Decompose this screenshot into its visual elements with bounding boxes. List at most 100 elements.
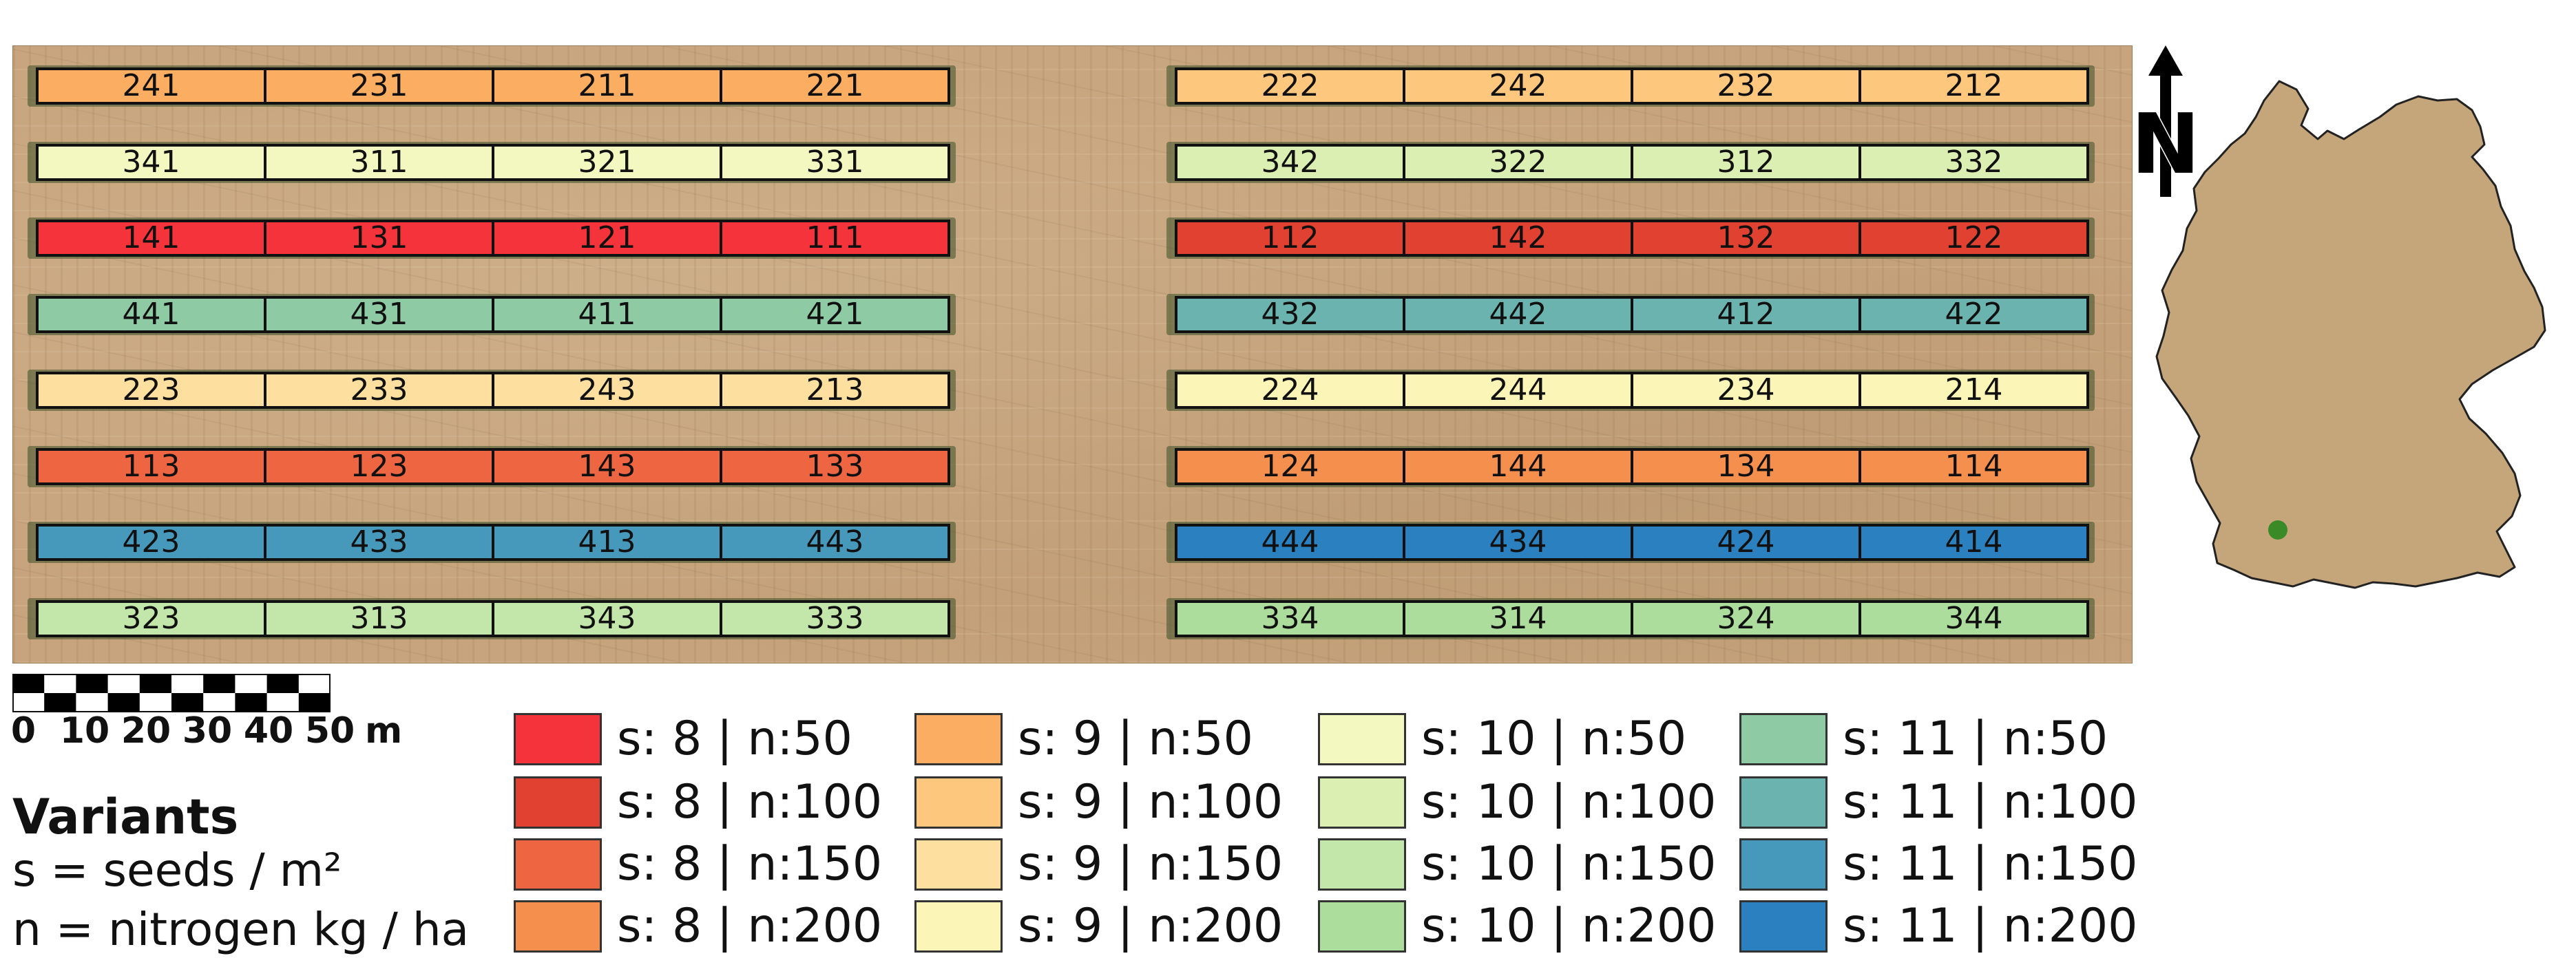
legend-swatch [1318, 900, 1406, 953]
legend-swatch [1318, 713, 1406, 765]
legend-swatch [1739, 900, 1828, 953]
plot-233: 233 [264, 372, 494, 409]
legend-label: s: 9 | n:150 [1018, 837, 1284, 891]
plot-334: 334 [1175, 599, 1405, 637]
legend-label: s: 10 | n:150 [1421, 837, 1717, 891]
plot-134: 134 [1631, 447, 1861, 485]
plot-112: 112 [1175, 220, 1405, 257]
legend-swatch [514, 776, 602, 829]
legend-swatch [914, 838, 1003, 891]
legend-label: s: 9 | n:100 [1018, 775, 1284, 829]
plot-313: 313 [264, 599, 494, 637]
plot-414: 414 [1858, 524, 2089, 561]
legend-swatch [514, 713, 602, 765]
plot-214: 214 [1858, 372, 2089, 409]
scale-bar-segment [44, 693, 76, 712]
scale-bar-tick-label: 10 [59, 710, 110, 752]
variants-title: Variants [12, 789, 239, 845]
plot-434: 434 [1403, 524, 1633, 561]
legend-swatch [1739, 838, 1828, 891]
plot-143: 143 [492, 447, 722, 485]
north-arrow-icon: N [2130, 45, 2201, 197]
plot-141: 141 [36, 220, 266, 257]
variants-nitrogen-definition: n = nitrogen kg / ha [12, 903, 470, 956]
plot-442: 442 [1403, 295, 1633, 333]
plot-243: 243 [492, 372, 722, 409]
plot-241: 241 [36, 67, 266, 105]
plot-332: 332 [1858, 143, 2089, 181]
north-label: N [2131, 97, 2200, 193]
scale-bar-segment [235, 693, 267, 712]
variants-seeds-definition: s = seeds / m² [12, 844, 342, 897]
plot-232: 232 [1631, 67, 1861, 105]
plot-312: 312 [1631, 143, 1861, 181]
plot-411: 411 [492, 295, 722, 333]
legend-swatch [514, 838, 602, 891]
plot-123: 123 [264, 447, 494, 485]
legend-swatch [914, 713, 1003, 765]
plot-341: 341 [36, 143, 266, 181]
plot-132: 132 [1631, 220, 1861, 257]
germany-locator-map [2155, 80, 2546, 589]
scale-bar-tick-label: 30 [182, 710, 233, 752]
plot-144: 144 [1403, 447, 1633, 485]
legend-label: s: 9 | n:200 [1018, 899, 1284, 953]
legend-label: s: 9 | n:50 [1018, 712, 1253, 766]
plot-314: 314 [1403, 599, 1633, 637]
plot-114: 114 [1858, 447, 2089, 485]
plot-213: 213 [720, 372, 950, 409]
legend-label: s: 8 | n:150 [617, 837, 883, 891]
plot-242: 242 [1403, 67, 1633, 105]
legend-label: s: 8 | n:100 [617, 775, 883, 829]
legend-label: s: 11 | n:100 [1843, 775, 2138, 829]
legend-swatch [1739, 713, 1828, 765]
legend-label: s: 11 | n:150 [1843, 837, 2138, 891]
scale-bar-segment [298, 693, 331, 712]
plot-421: 421 [720, 295, 950, 333]
scale-bar-tick-label: 50 [304, 710, 355, 752]
plot-343: 343 [492, 599, 722, 637]
plot-231: 231 [264, 67, 494, 105]
plot-124: 124 [1175, 447, 1405, 485]
scale-bar-segment [12, 674, 45, 693]
plot-321: 321 [492, 143, 722, 181]
legend-label: s: 8 | n:50 [617, 712, 852, 766]
plot-223: 223 [36, 372, 266, 409]
plot-443: 443 [720, 524, 950, 561]
germany-outline [2155, 80, 2546, 589]
legend-swatch [1318, 838, 1406, 891]
scale-bar-tick-label: 20 [121, 710, 171, 752]
legend-swatch [914, 776, 1003, 829]
plot-224: 224 [1175, 372, 1405, 409]
legend-swatch [914, 900, 1003, 953]
plot-424: 424 [1631, 524, 1861, 561]
plot-122: 122 [1858, 220, 2089, 257]
legend-label: s: 10 | n:100 [1421, 775, 1717, 829]
scale-bar [12, 674, 331, 712]
plot-244: 244 [1403, 372, 1633, 409]
scale-bar-segment [203, 674, 235, 693]
plot-342: 342 [1175, 143, 1405, 181]
scale-bar-tick-label: 40 [243, 710, 294, 752]
plot-441: 441 [36, 295, 266, 333]
plot-333: 333 [720, 599, 950, 637]
plot-331: 331 [720, 143, 950, 181]
plot-433: 433 [264, 524, 494, 561]
scale-bar-segment [266, 674, 299, 693]
legend-swatch [1739, 776, 1828, 829]
plot-222: 222 [1175, 67, 1405, 105]
plot-234: 234 [1631, 372, 1861, 409]
plot-212: 212 [1858, 67, 2089, 105]
plot-111: 111 [720, 220, 950, 257]
legend-label: s: 10 | n:50 [1421, 712, 1687, 766]
plot-323: 323 [36, 599, 266, 637]
plot-311: 311 [264, 143, 494, 181]
plot-142: 142 [1403, 220, 1633, 257]
legend-swatch [1318, 776, 1406, 829]
field-aerial-image [12, 45, 2133, 663]
plot-121: 121 [492, 220, 722, 257]
scale-bar-segment [76, 674, 108, 693]
plot-131: 131 [264, 220, 494, 257]
plot-412: 412 [1631, 295, 1861, 333]
plot-422: 422 [1858, 295, 2089, 333]
